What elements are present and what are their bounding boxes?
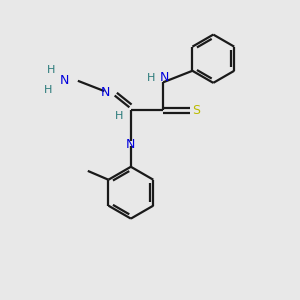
Text: N: N [60, 74, 69, 87]
Text: H: H [44, 85, 52, 94]
Text: H: H [147, 73, 156, 83]
Text: H: H [47, 65, 56, 76]
Text: N: N [101, 86, 110, 99]
Text: N: N [160, 71, 169, 84]
Text: N: N [126, 138, 136, 151]
Text: S: S [192, 104, 200, 117]
Text: H: H [115, 111, 123, 121]
